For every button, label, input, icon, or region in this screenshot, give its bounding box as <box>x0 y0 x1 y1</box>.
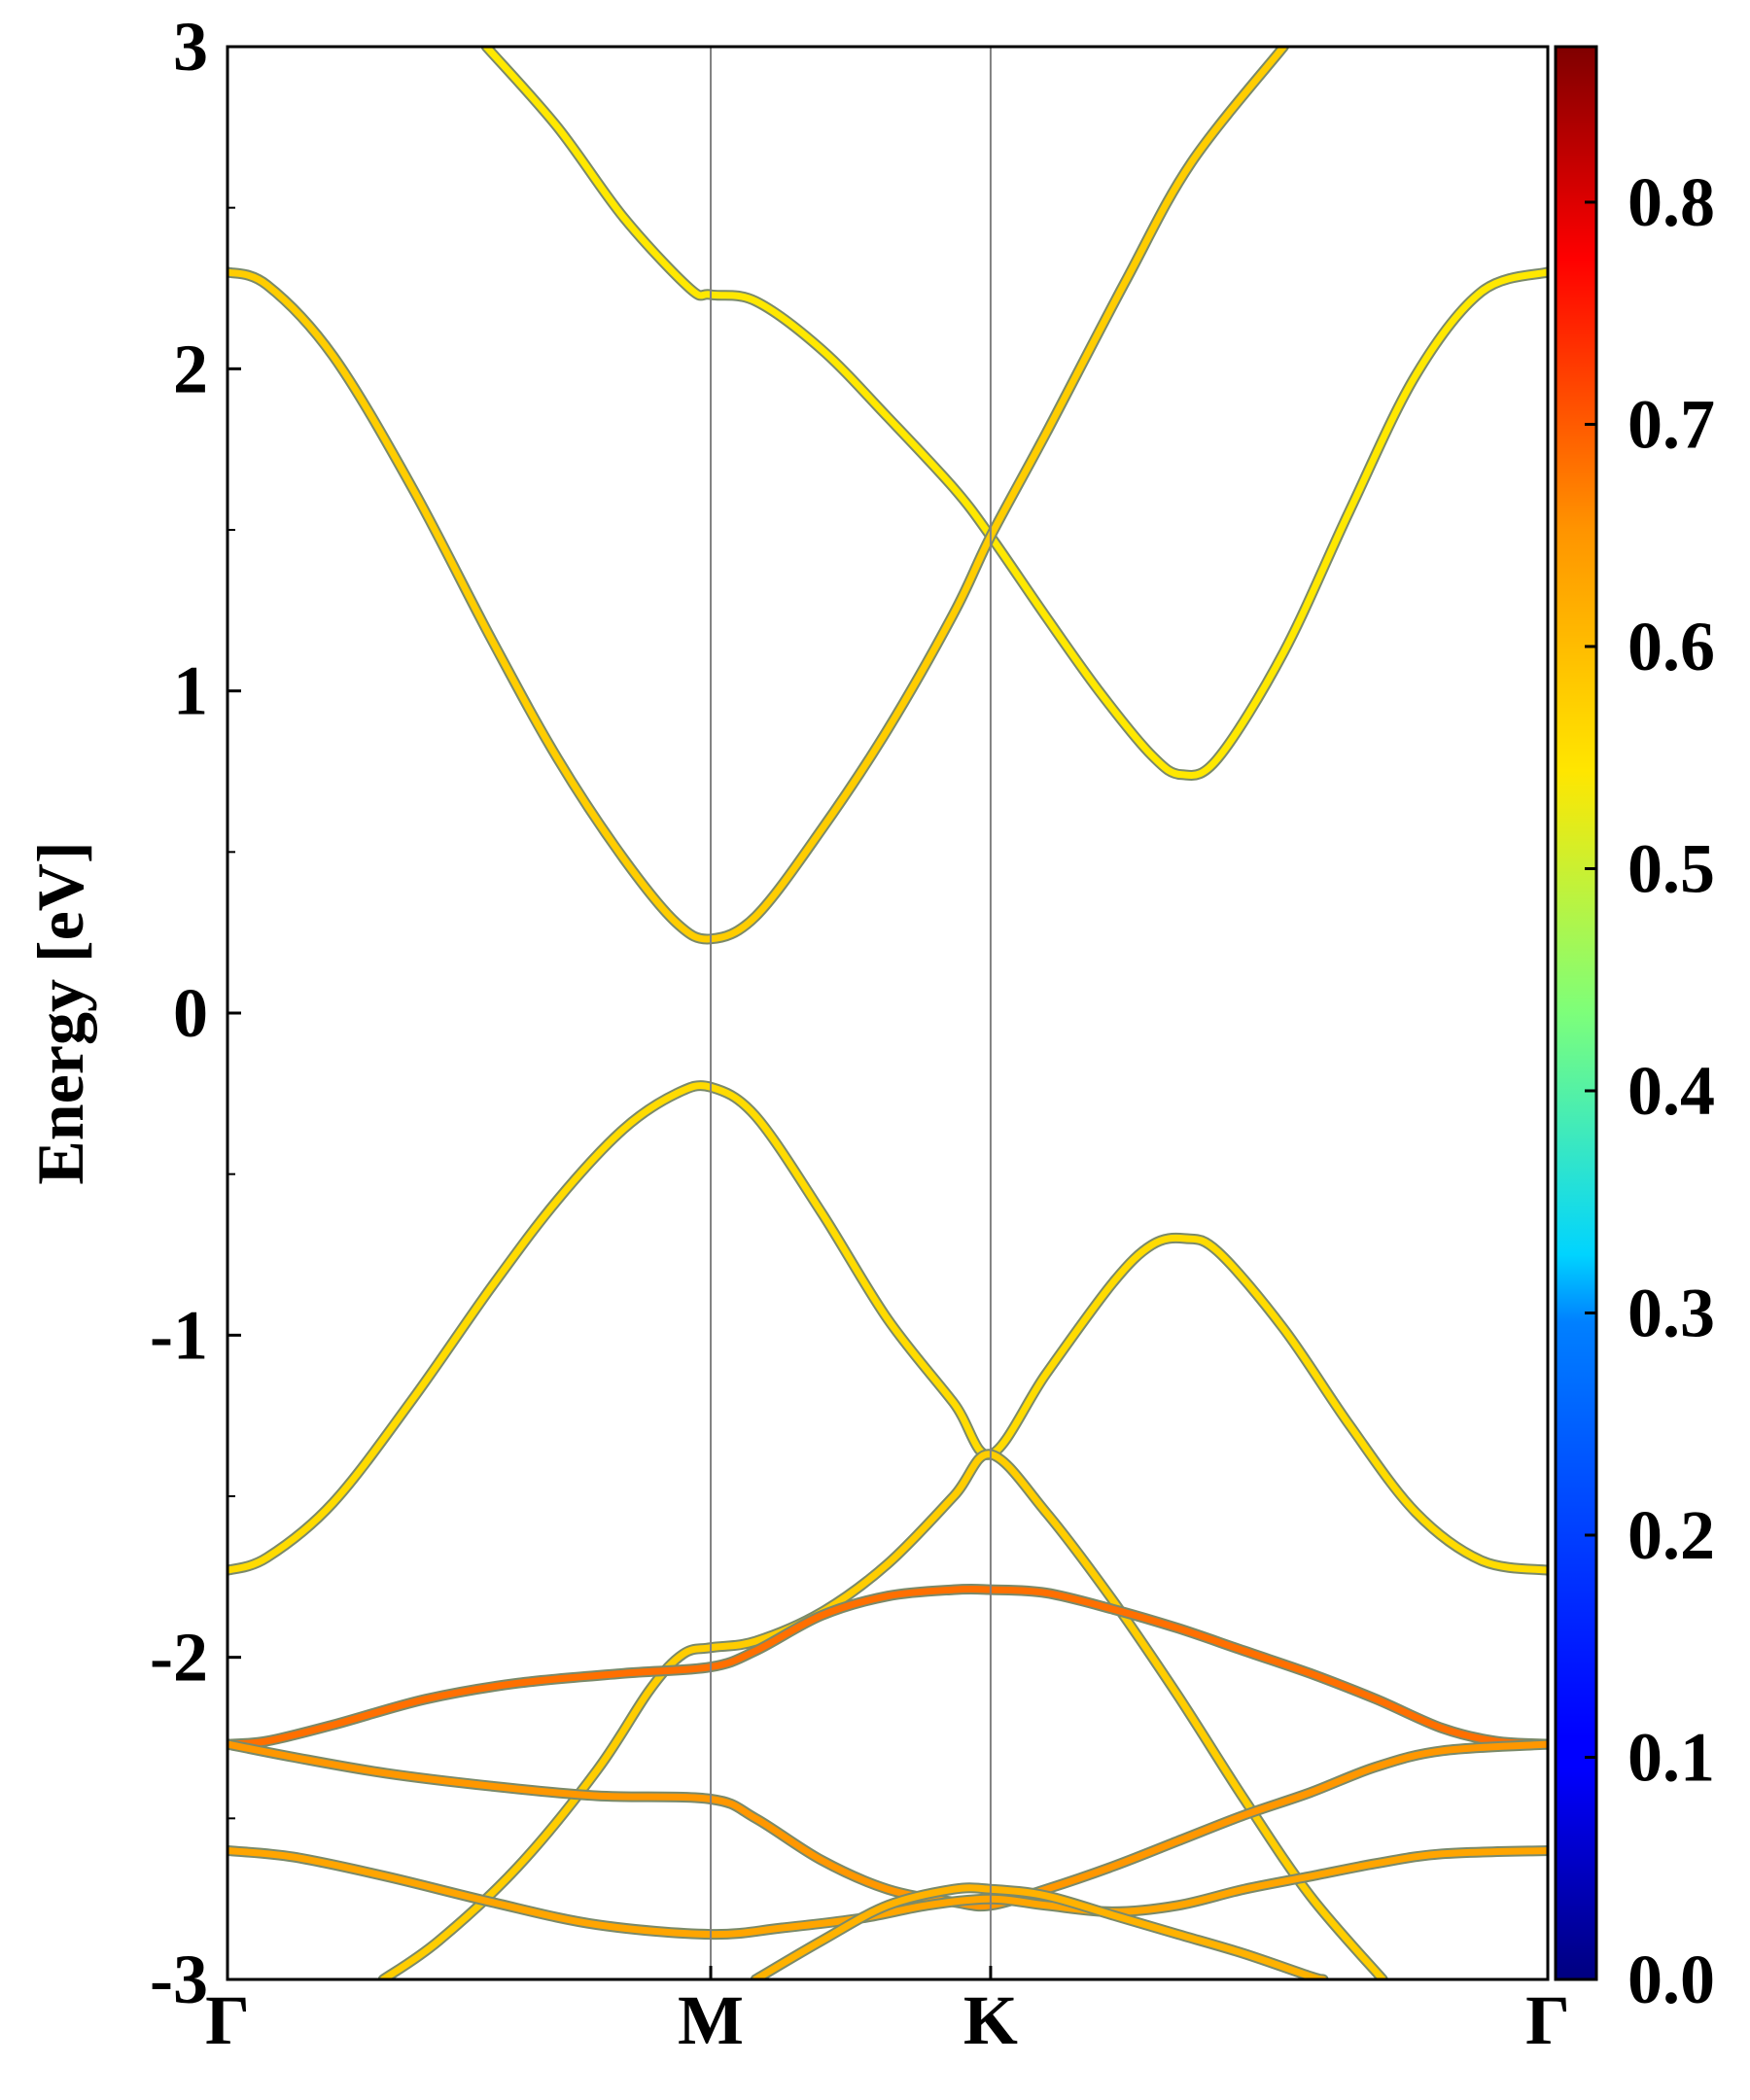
colorbar-ticks: 0.0 0.1 0.2 0.3 0.4 0.5 0.6 0.7 0.8 <box>1585 163 1715 2018</box>
y-tick-label-0: 3 <box>173 8 208 86</box>
colorbar-tick-label-6: 0.6 <box>1628 608 1715 685</box>
y-tick-label-2: 1 <box>173 652 208 730</box>
colorbar-tick-label-2: 0.2 <box>1628 1496 1715 1574</box>
y-tick-label-6: -3 <box>150 1941 208 2018</box>
colorbar-tick-label-8: 0.8 <box>1628 163 1715 241</box>
x-tick-label-2: K <box>963 1981 1018 2059</box>
colorbar-tick-label-4: 0.4 <box>1628 1052 1715 1130</box>
colorbar-tick-label-1: 0.1 <box>1628 1718 1715 1796</box>
band-1 <box>228 47 1287 943</box>
y-axis-ticks: 3 2 1 0 -1 -2 -3 <box>150 8 241 2018</box>
k-point-vertical-lines <box>710 47 992 1979</box>
colorbar-tick-label-3: 0.3 <box>1628 1274 1715 1351</box>
band-outline-0 <box>480 47 1548 781</box>
x-tick-label-3: Γ <box>1525 1981 1570 2059</box>
y-tick-label-1: 2 <box>173 330 208 407</box>
colorbar-tick-label-5: 0.5 <box>1628 829 1715 907</box>
band-6 <box>228 1847 1548 1939</box>
band-7 <box>752 1884 1327 1979</box>
band-outline-3 <box>377 1449 1388 1979</box>
colorbar-tick-label-0: 0.0 <box>1628 1941 1715 2018</box>
y-tick-label-5: -2 <box>150 1619 208 1697</box>
band-outline-2 <box>228 1080 1548 1576</box>
band-outline-1 <box>228 47 1289 945</box>
y-tick-label-3: 0 <box>173 974 208 1052</box>
y-axis-label: Energy [eV] <box>23 841 97 1184</box>
band-4 <box>228 1585 1548 1748</box>
y-tick-label-4: -1 <box>150 1296 208 1374</box>
band-2 <box>228 1082 1548 1574</box>
colorbar-tick-label-7: 0.7 <box>1628 385 1715 463</box>
band-outline-4 <box>228 1583 1548 1750</box>
band-0 <box>482 47 1548 779</box>
x-tick-label-1: M <box>678 1981 744 2059</box>
x-tick-label-0: Γ <box>205 1981 250 2059</box>
band-3 <box>379 1451 1386 1979</box>
colorbar <box>1554 45 1598 1981</box>
band-lines <box>228 47 1548 1979</box>
